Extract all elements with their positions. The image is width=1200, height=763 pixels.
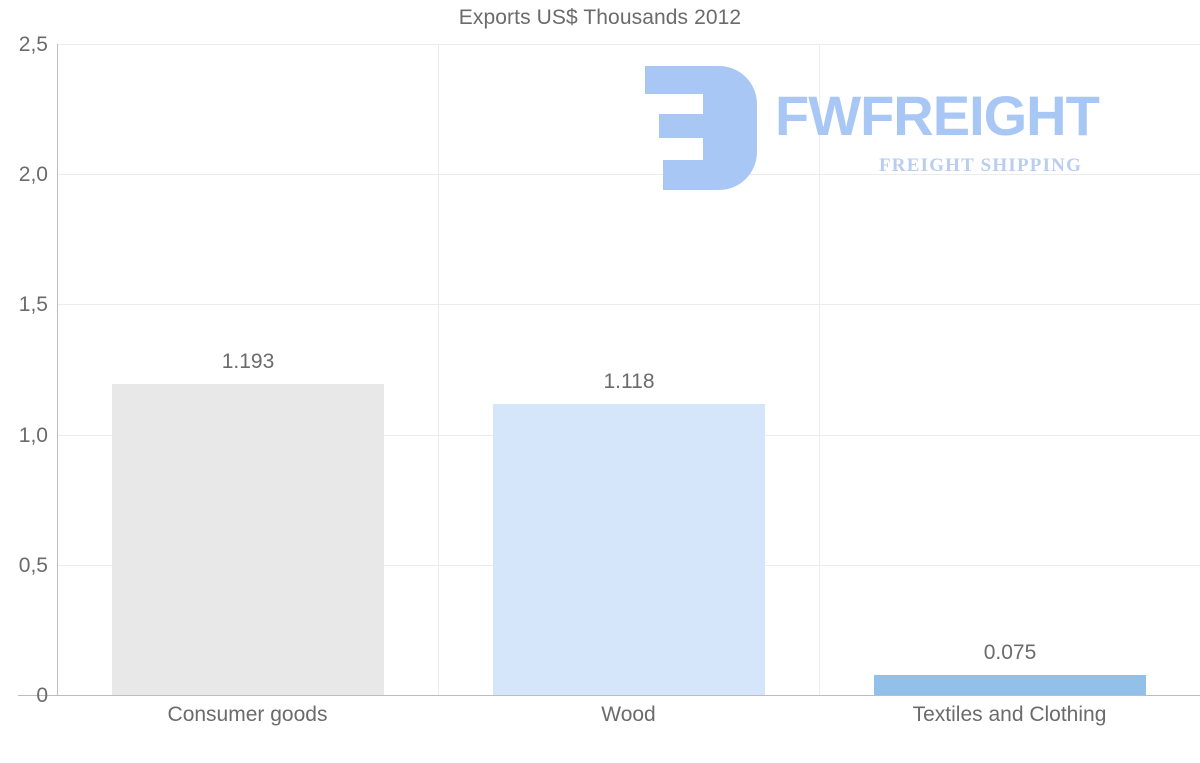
gridline-vertical (819, 44, 820, 695)
gridline-horizontal (57, 44, 1200, 45)
x-axis-category-label: Consumer goods (167, 703, 328, 726)
bar-value-label: 0.075 (983, 641, 1037, 664)
bar-value-label: 1.118 (603, 370, 655, 393)
y-axis-line (57, 44, 58, 696)
bar-value-label: 1.193 (221, 350, 275, 373)
y-axis-tick-label: 0,5 (18, 553, 48, 577)
bar[interactable] (874, 675, 1146, 695)
y-axis-tick-label: 0 (36, 684, 48, 707)
x-axis-line (18, 695, 1200, 696)
gridline-horizontal (57, 304, 1200, 306)
y-axis-tick-label: 1,5 (18, 293, 48, 317)
x-axis-category-label: Wood (601, 703, 656, 726)
y-axis-tick-label: 2,0 (18, 163, 48, 187)
y-axis-tick-label: 1,0 (18, 423, 48, 447)
chart-title: Exports US$ Thousands 2012 (458, 6, 742, 29)
x-axis-category-label: Textiles and Clothing (912, 703, 1107, 726)
gridline-vertical (438, 44, 439, 695)
bar[interactable] (493, 404, 765, 695)
gridline-horizontal (57, 174, 1200, 176)
y-axis-tick-label: 2,5 (18, 33, 48, 56)
bar[interactable] (112, 384, 384, 695)
